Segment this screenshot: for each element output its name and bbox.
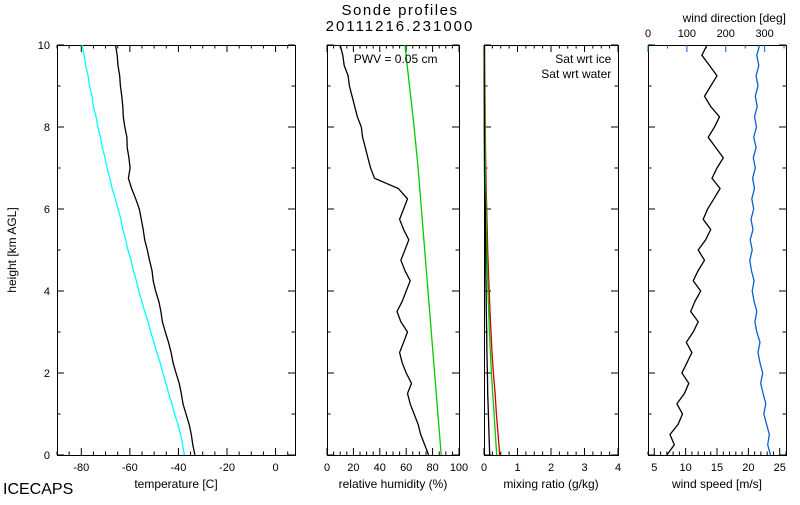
y-tick-label: 8 [44, 122, 50, 134]
plot-subtitle: 20111216.231000 [326, 18, 475, 35]
x-tick-label: -80 [73, 462, 89, 474]
series-relative-humidity [339, 44, 430, 456]
x-tick-label: 15 [711, 462, 723, 474]
icecaps-label: ICECAPS [3, 481, 73, 498]
x-tick-label: 25 [774, 462, 786, 474]
y-tick-label: 2 [44, 368, 50, 380]
annotation-0: Sat wrt ice [555, 52, 611, 66]
x2-tick-label: 0 [645, 28, 651, 40]
y-axis-label: height [km AGL] [5, 207, 19, 292]
series-mixing-ratio [483, 45, 491, 456]
x-tick-label: 5 [651, 462, 657, 474]
x2-axis-label: wind direction [deg] [682, 11, 786, 25]
x2-tick-label: 300 [755, 28, 773, 40]
plot-title: Sonde profiles [342, 2, 459, 19]
x-tick-label: -40 [170, 462, 186, 474]
annotation-1: Sat wrt water [541, 67, 611, 81]
panel-frame [484, 45, 619, 456]
x-axis-label: wind speed [m/s] [671, 477, 762, 491]
x-axis-label: mixing ratio (g/kg) [503, 477, 598, 491]
panel-frame [648, 45, 787, 456]
panel-wind: 5 10 15 20 25 wind speed [m/s] 0 100 200 300 wind … [645, 11, 787, 491]
annotation-0: PWV = 0.05 cm [354, 52, 438, 66]
x-tick-label: -20 [219, 462, 235, 474]
x-axis-label: temperature [C] [134, 477, 217, 491]
x-tick-label: 2 [548, 462, 554, 474]
panel-temperature: -80 -60 -40 -20 0 0 2 4 6 8 10 temperature [C] heigh… [5, 40, 296, 491]
x-tick-label: 3 [581, 462, 587, 474]
series-wind-speed [666, 44, 725, 456]
series-temperature [114, 44, 196, 456]
x-tick-label: 0 [324, 462, 330, 474]
x-tick-label: 1 [514, 462, 520, 474]
x-tick-label: 40 [374, 462, 386, 474]
y-tick-label: 4 [44, 286, 50, 298]
x-tick-label: 10 [680, 462, 692, 474]
panel-frame [327, 45, 460, 456]
x-tick-label: 100 [450, 462, 468, 474]
series-ice-saturation-rh [404, 44, 442, 456]
x-tick-label: 0 [481, 462, 487, 474]
x-tick-label: 20 [742, 462, 754, 474]
x2-tick-label: 100 [678, 28, 696, 40]
x-tick-label: 80 [426, 462, 438, 474]
x-tick-label: 20 [347, 462, 359, 474]
y-tick-label: 6 [44, 204, 50, 216]
x-tick-label: 60 [400, 462, 412, 474]
y-tick-label: 0 [44, 450, 50, 462]
x-tick-label: 4 [615, 462, 621, 474]
x2-tick-label: 200 [717, 28, 735, 40]
x-axis-label: relative humidity (%) [339, 477, 448, 491]
series-dewpoint [81, 44, 185, 456]
y-tick-label: 10 [38, 40, 50, 52]
x-tick-label: 0 [273, 462, 279, 474]
series-wind-direction [749, 44, 772, 456]
x-tick-label: -60 [122, 462, 138, 474]
